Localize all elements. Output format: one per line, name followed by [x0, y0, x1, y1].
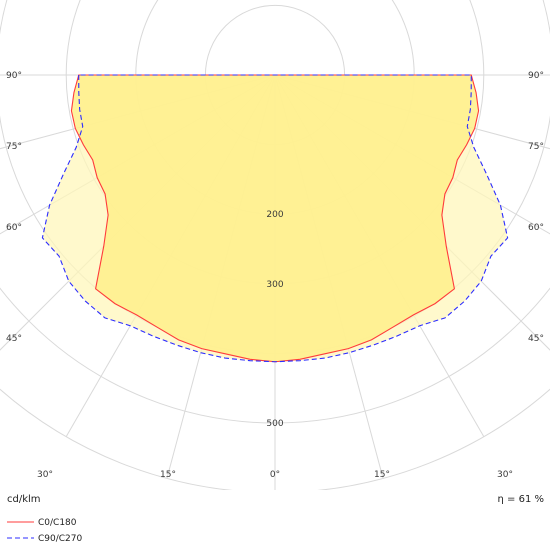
angle-tick-label-30-bottom-right: 30°	[497, 470, 513, 480]
tick-labels: 200 300 500 90° 90° 75° 75° 60° 60° 45° 45° 30° 15° 0…	[6, 71, 544, 480]
angle-tick-label-45-left: 45°	[6, 334, 22, 344]
angle-tick-label-75-right: 75°	[528, 142, 544, 152]
chart-legend: C0/C180 C90/C270	[7, 518, 83, 544]
angle-tick-label-45-right: 45°	[528, 334, 544, 344]
angle-tick-label-60-left: 60°	[6, 223, 22, 233]
angle-tick-label-90-right: 90°	[528, 71, 544, 81]
distribution-fills	[42, 75, 508, 362]
efficiency-label: η = 61 %	[498, 494, 544, 505]
angle-tick-label-60-right: 60°	[528, 223, 544, 233]
series-line-c90-c270	[41, 74, 509, 363]
radial-tick-label-300: 300	[266, 280, 283, 290]
angle-tick-label-90-left: 90°	[6, 71, 22, 81]
series-line-c0-c180	[70, 74, 480, 363]
angle-tick-label-0-bottom: 0°	[270, 470, 280, 480]
legend-label-c0-c180: C0/C180	[38, 518, 77, 528]
angle-tick-label-75-left: 75°	[6, 142, 22, 152]
radial-tick-label-200: 200	[266, 210, 283, 220]
radial-tick-label-500: 500	[266, 419, 283, 429]
series-fill-c0-c180	[71, 75, 479, 362]
distribution-curves	[41, 74, 509, 363]
legend-label-c90-c270: C90/C270	[38, 534, 83, 544]
angle-tick-label-15-bottom-right: 15°	[374, 470, 390, 480]
unit-label: cd/klm	[7, 494, 41, 505]
angle-tick-label-15-bottom-left: 15°	[160, 470, 176, 480]
angle-tick-label-30-bottom-left: 30°	[37, 470, 53, 480]
